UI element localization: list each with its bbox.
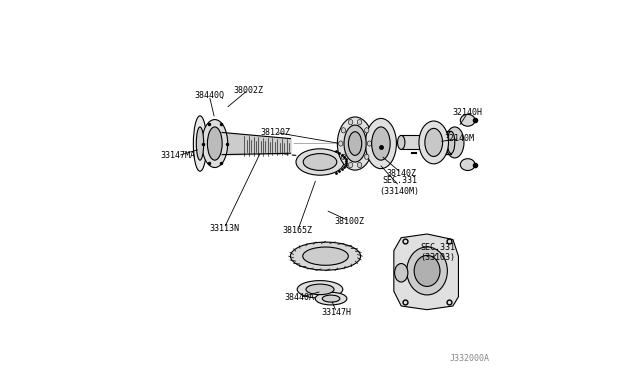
- Text: 38440A: 38440A: [285, 293, 315, 302]
- Bar: [429, 131, 451, 154]
- Text: J332000A: J332000A: [450, 354, 490, 363]
- Ellipse shape: [348, 162, 353, 167]
- Ellipse shape: [344, 125, 366, 162]
- Text: 33113N: 33113N: [209, 224, 239, 233]
- Ellipse shape: [296, 149, 344, 175]
- Ellipse shape: [425, 131, 433, 154]
- Ellipse shape: [306, 284, 334, 295]
- Text: 38100Z: 38100Z: [335, 217, 365, 225]
- Ellipse shape: [323, 295, 340, 302]
- Text: 38440Q: 38440Q: [194, 91, 224, 100]
- Ellipse shape: [303, 247, 348, 265]
- Ellipse shape: [357, 119, 362, 125]
- Ellipse shape: [207, 127, 222, 160]
- Ellipse shape: [291, 242, 360, 270]
- Ellipse shape: [357, 162, 362, 167]
- Ellipse shape: [297, 280, 343, 298]
- Ellipse shape: [419, 121, 449, 164]
- Text: 32140H: 32140H: [452, 108, 483, 118]
- Ellipse shape: [395, 263, 408, 282]
- Ellipse shape: [445, 127, 464, 158]
- Ellipse shape: [202, 119, 228, 167]
- Text: 32140M: 32140M: [445, 134, 475, 143]
- Ellipse shape: [348, 132, 362, 155]
- Ellipse shape: [425, 128, 443, 157]
- Ellipse shape: [365, 118, 396, 169]
- Ellipse shape: [193, 116, 207, 171]
- Text: 38165Z: 38165Z: [283, 226, 313, 235]
- Text: SEC.331
(33140M): SEC.331 (33140M): [380, 176, 419, 196]
- Ellipse shape: [339, 141, 343, 146]
- Bar: [401, 135, 427, 150]
- Ellipse shape: [447, 131, 455, 154]
- Ellipse shape: [196, 127, 204, 160]
- Text: 33147MA: 33147MA: [161, 151, 195, 160]
- Text: 38120Z: 38120Z: [260, 128, 291, 137]
- Ellipse shape: [424, 135, 431, 150]
- Text: 33147H: 33147H: [322, 308, 351, 317]
- Ellipse shape: [365, 128, 369, 133]
- Ellipse shape: [414, 256, 440, 286]
- Ellipse shape: [460, 159, 475, 170]
- Text: SEC.331
(33103): SEC.331 (33103): [420, 243, 456, 262]
- Ellipse shape: [460, 114, 475, 126]
- Ellipse shape: [365, 154, 369, 159]
- Text: 38002Z: 38002Z: [233, 86, 263, 94]
- Text: 38140Z: 38140Z: [386, 169, 416, 177]
- Ellipse shape: [316, 292, 347, 305]
- Ellipse shape: [372, 127, 390, 160]
- Ellipse shape: [397, 135, 405, 150]
- Ellipse shape: [337, 117, 372, 170]
- Ellipse shape: [367, 141, 372, 146]
- Ellipse shape: [341, 154, 346, 159]
- Ellipse shape: [341, 128, 346, 133]
- Ellipse shape: [407, 247, 447, 295]
- Polygon shape: [394, 234, 458, 310]
- Ellipse shape: [348, 119, 353, 125]
- Ellipse shape: [303, 154, 337, 170]
